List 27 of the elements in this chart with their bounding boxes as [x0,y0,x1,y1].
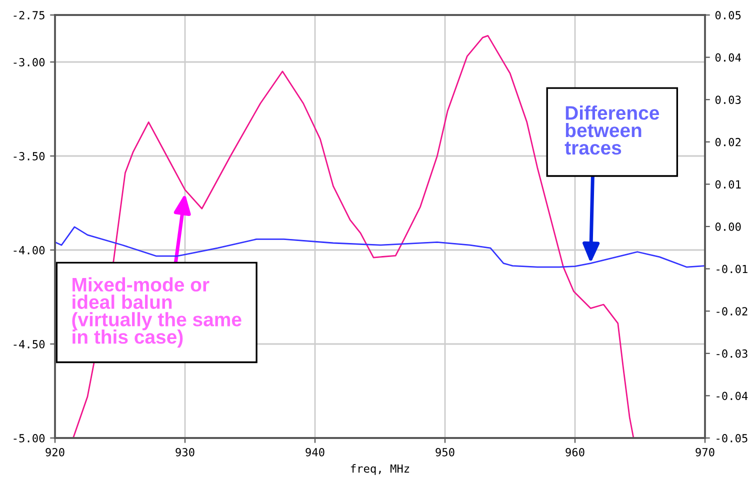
x-tick-label: 960 [566,448,584,456]
x-tick-label: 930 [176,448,194,456]
x-tick-label: 950 [436,448,454,456]
y2-tick-label: 0.00 [715,222,741,231]
y-tick-label: -4.50 [14,340,45,348]
x-tick-label: 940 [306,448,324,456]
y2-tick-label: 0.03 [715,96,741,104]
y2-tick-label: -0.02 [716,307,748,316]
x-tick-label: 970 [696,448,714,456]
y2-tick-label: -0.01 [716,264,748,274]
y2-tick-label: 0.01 [715,180,741,189]
annotation: Difference between traces [564,106,660,155]
x-axis-title: freq, MHz [350,464,410,475]
y2-tick-label: -0.05 [716,434,748,442]
y2-tick-label: 0.04 [715,53,741,62]
y-tick-label: -5.00 [14,434,45,442]
y-tick-label: -4.00 [14,246,45,254]
annotation: Mixed-mode or ideal balun (virtually the same in this case) [72,277,242,348]
y2-tick-label: -0.04 [716,392,748,400]
y-tick-label: -3.00 [14,58,45,66]
line-series [55,226,705,268]
y2-tick-label: 0.05 [715,11,741,20]
y2-tick-label: 0.02 [715,138,741,146]
y2-tick-label: -0.03 [716,349,748,358]
y-tick-label: -2.75 [14,11,44,20]
x-tick-label: 920 [46,448,64,456]
y-tick-label: -3.50 [14,152,45,160]
